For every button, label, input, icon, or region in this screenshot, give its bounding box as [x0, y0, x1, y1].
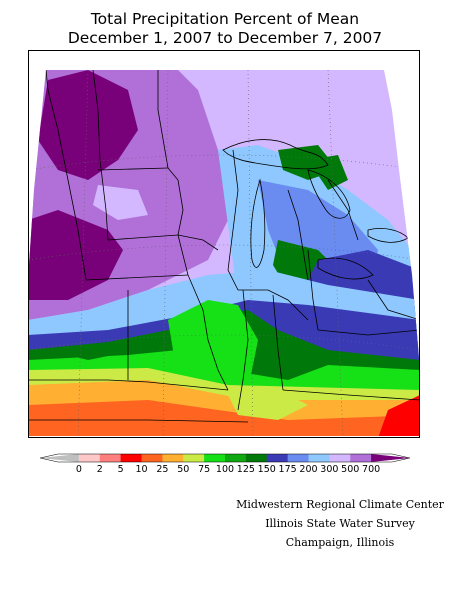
legend-label: 5 [117, 464, 124, 475]
legend-label: 125 [236, 464, 255, 475]
legend-swatch [162, 454, 184, 462]
legend-label: 10 [135, 464, 148, 475]
great-lakes [222, 139, 409, 280]
title-line-1: Total Precipitation Percent of Mean [90, 10, 360, 28]
legend-swatch [99, 454, 122, 462]
credit-line-2: Illinois State Water Survey [265, 517, 415, 530]
legend-swatch [245, 454, 268, 462]
legend-swatch [183, 454, 205, 462]
legend-label: 150 [257, 464, 276, 475]
legend-swatch [40, 454, 79, 462]
legend-swatch [120, 454, 142, 462]
legend-label: 700 [362, 464, 381, 475]
legend-label: 300 [320, 464, 339, 475]
legend-swatch [308, 454, 330, 462]
state-boundaries [28, 70, 420, 423]
map-title: Total Precipitation Percent of Mean Dece… [0, 10, 450, 48]
legend-swatch [287, 454, 309, 462]
legend-label: 500 [341, 464, 360, 475]
credit-line-3: Champaign, Illinois [285, 536, 395, 549]
legend-swatch [266, 454, 289, 462]
legend-label: 50 [177, 464, 190, 475]
legend-label: 25 [156, 464, 169, 475]
legend-label: 2 [96, 464, 103, 475]
legend-label: 200 [299, 464, 318, 475]
legend-label: 100 [215, 464, 235, 475]
precipitation-field [28, 70, 420, 436]
map-border [28, 50, 420, 438]
legend-swatch [204, 454, 226, 462]
legend-swatch [329, 454, 351, 462]
credit-line-1: Midwestern Regional Climate Center [236, 498, 444, 511]
credits: Midwestern Regional Climate Center Illin… [225, 495, 450, 552]
legend-labels: 0 2 5 10 25 50 75 100 125 150 175 200 300 500 700 [0, 464, 450, 478]
legend-swatch [371, 454, 410, 462]
legend-outline [40, 453, 410, 463]
legend-swatch [78, 454, 101, 462]
legend-colorbar [40, 453, 410, 463]
title-line-2: December 1, 2007 to December 7, 2007 [67, 29, 383, 47]
graticule [28, 70, 420, 436]
legend-swatch [225, 454, 247, 462]
legend-label: 175 [278, 464, 297, 475]
legend-swatch [350, 454, 372, 462]
legend-label: 0 [75, 464, 82, 475]
legend-label: 75 [198, 464, 211, 475]
legend-swatch [141, 454, 163, 462]
precipitation-map [28, 50, 420, 438]
